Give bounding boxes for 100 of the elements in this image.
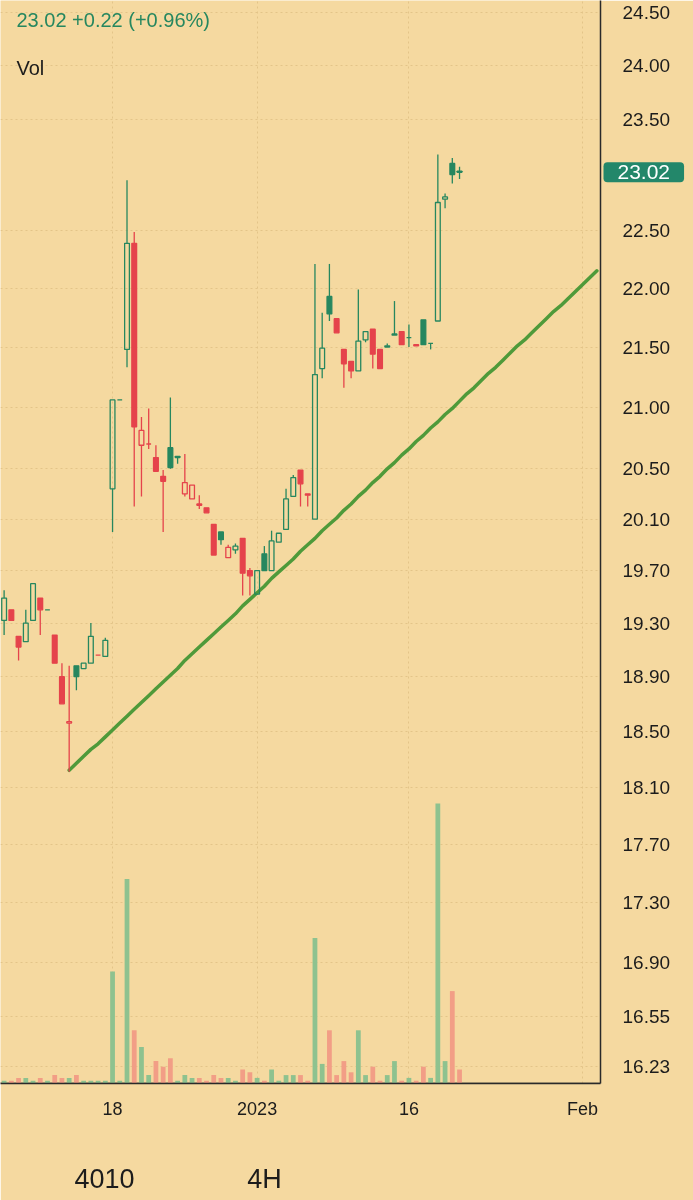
- bar: [421, 1066, 426, 1083]
- y-tick-label: 22.50: [622, 220, 671, 242]
- bar: [66, 1077, 72, 1083]
- y-tick-label: 16.23: [622, 1055, 671, 1077]
- candlestick: [123, 179, 131, 368]
- bar: [204, 1080, 209, 1083]
- bar: [254, 1077, 260, 1083]
- bar: [146, 1075, 152, 1083]
- chart-title: Vol: [16, 56, 45, 79]
- candlestick: [297, 469, 304, 508]
- bar: [290, 1075, 296, 1083]
- candlestick: [217, 531, 225, 546]
- y-tick-label: 21.50: [622, 336, 671, 358]
- bar: [449, 991, 455, 1083]
- bar: [160, 1066, 166, 1083]
- candlestick: [355, 288, 362, 372]
- candlestick: [442, 192, 449, 209]
- bar: [74, 1075, 79, 1083]
- bar: [413, 1080, 419, 1083]
- x-tick-label: Feb: [566, 1098, 598, 1119]
- bar: [1, 1080, 7, 1083]
- line-series: [67, 269, 599, 773]
- candlestick: [29, 582, 37, 622]
- bar: [319, 1063, 325, 1083]
- bar: [261, 1080, 267, 1083]
- bar: [175, 1080, 180, 1083]
- text: 4H: [247, 1163, 282, 1194]
- candlestick: [283, 488, 290, 531]
- bar: [110, 971, 115, 1083]
- bar: [305, 1080, 311, 1083]
- candlestick: [413, 344, 420, 347]
- y-tick-label: 16.55: [622, 1005, 671, 1027]
- candlestick: [333, 317, 340, 334]
- y-tick-label: 18.50: [622, 720, 671, 742]
- bar: [233, 1080, 238, 1083]
- bar: [399, 1080, 405, 1083]
- bar: [334, 1075, 340, 1083]
- bar: [139, 1047, 144, 1083]
- y-tick-label: 19.70: [622, 560, 671, 582]
- bar: [211, 1075, 217, 1083]
- bar: [45, 1080, 50, 1083]
- y-tick-label: 17.30: [622, 892, 671, 914]
- candlestick: [420, 319, 427, 346]
- candlestick: [311, 263, 318, 520]
- y-tick-label: 21.00: [622, 396, 671, 418]
- y-tick-label: 24.50: [622, 2, 671, 24]
- bar: [23, 1077, 29, 1083]
- bar: [167, 1058, 173, 1083]
- candlestick: [391, 300, 398, 336]
- bar: [240, 1069, 246, 1083]
- bar: [37, 1077, 43, 1083]
- bar: [392, 1061, 397, 1083]
- candlestick: [37, 597, 44, 636]
- candlestick: [434, 153, 441, 322]
- x-tick-label: 18: [102, 1098, 123, 1119]
- bar: [117, 1080, 123, 1083]
- bar: [225, 1077, 231, 1083]
- bar: [52, 1075, 58, 1083]
- bar: [88, 1080, 94, 1083]
- bar: [182, 1075, 188, 1083]
- candlestick: [66, 665, 73, 773]
- y-tick-label: 18.10: [622, 776, 671, 798]
- y-tick-label: 24.00: [622, 55, 671, 77]
- bar: [269, 1069, 274, 1083]
- bar: [435, 803, 441, 1083]
- candlestick: [152, 444, 159, 472]
- bar: [102, 1080, 108, 1083]
- bar: [8, 1080, 14, 1083]
- bar: [341, 1061, 347, 1083]
- candlestick: [1, 589, 8, 636]
- bar: [428, 1077, 434, 1083]
- bar: [363, 1075, 368, 1083]
- text: 4010: [74, 1164, 135, 1194]
- x-tick-label: 2023: [237, 1098, 278, 1119]
- bar: [327, 1030, 332, 1083]
- chart-title: 23.02 +0.22 (+0.96%): [16, 8, 210, 31]
- y-tick-label: 23.50: [622, 109, 671, 131]
- bar: [355, 1030, 361, 1083]
- y-tick-label: 20.50: [622, 458, 671, 480]
- bar: [298, 1075, 303, 1083]
- bar: [276, 1080, 282, 1083]
- bar: [384, 1075, 390, 1083]
- candlestick: [210, 523, 217, 556]
- bar: [196, 1077, 202, 1083]
- candlestick: [58, 662, 65, 705]
- candlestick: [8, 609, 15, 622]
- candlestick: [203, 507, 210, 514]
- bar: [81, 1080, 87, 1083]
- y-tick-label: 20.10: [622, 508, 671, 530]
- bar: [457, 1069, 462, 1083]
- text: 23.02: [617, 160, 671, 184]
- bar: [16, 1077, 21, 1083]
- y-tick-label: 22.00: [622, 277, 671, 299]
- x-tick-label: 16: [398, 1098, 419, 1119]
- y-tick-label: 19.30: [622, 612, 671, 634]
- candlestick: [398, 330, 405, 346]
- candlestick: [51, 634, 58, 664]
- bar: [370, 1066, 376, 1083]
- y-tick-label: 18.90: [622, 666, 671, 688]
- y-tick-label: 17.70: [622, 833, 671, 855]
